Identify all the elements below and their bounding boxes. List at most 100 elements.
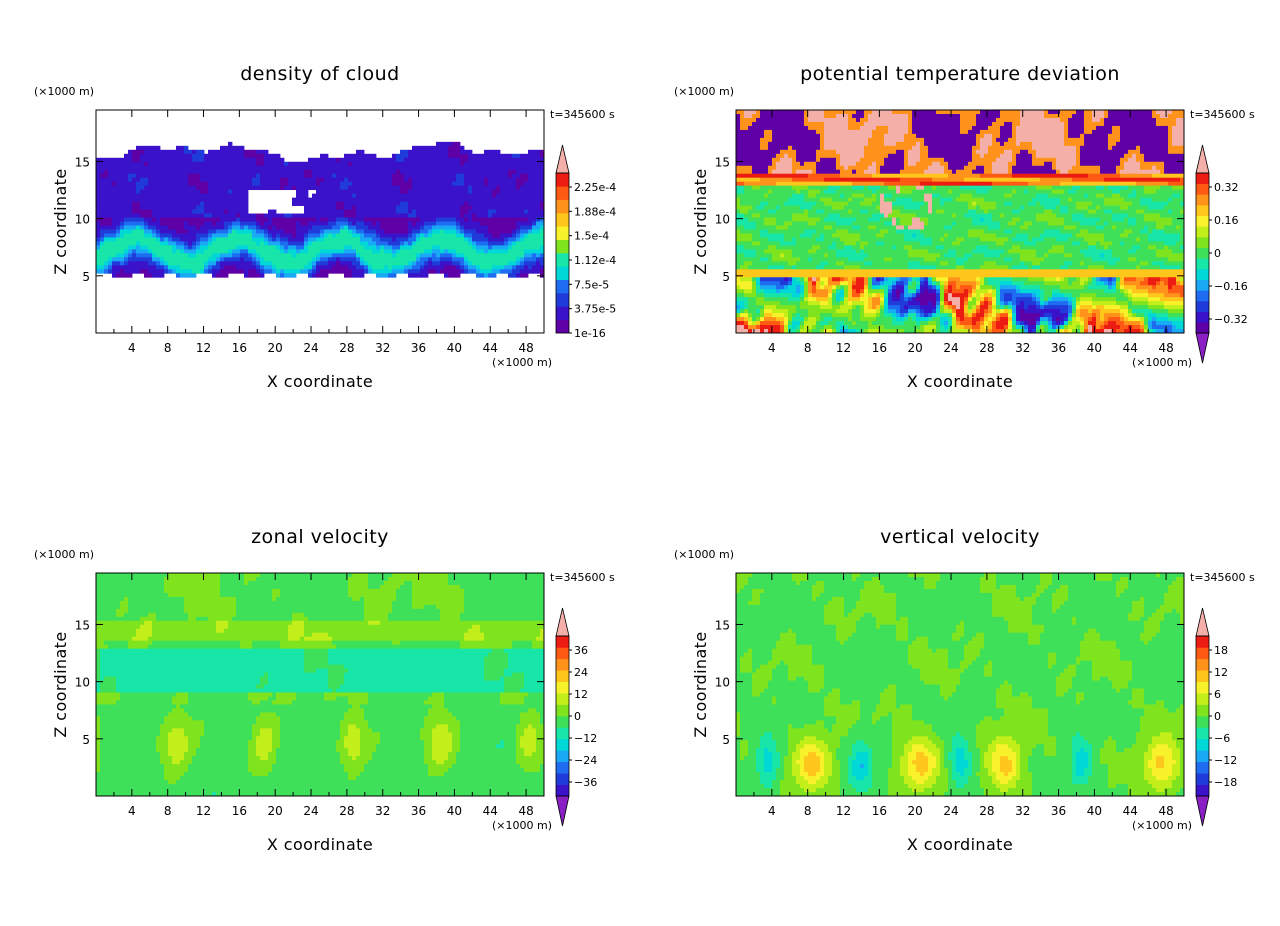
- field-cell: [536, 241, 541, 246]
- field-cell: [260, 245, 265, 250]
- field-cell: [448, 273, 453, 278]
- field-cell: [740, 113, 745, 119]
- field-cell: [448, 201, 453, 206]
- field-cell: [828, 197, 833, 202]
- field-cell: [312, 197, 317, 202]
- field-cell: [832, 217, 837, 222]
- field-cell: [408, 237, 413, 242]
- field-cell: [480, 205, 485, 210]
- field-cell: [508, 249, 513, 254]
- field-cell: [284, 217, 289, 222]
- field-cell: [828, 309, 833, 314]
- field-cell: [168, 261, 173, 266]
- field-cell: [804, 141, 809, 147]
- field-cell: [808, 141, 813, 147]
- field-cell: [536, 225, 541, 230]
- field-cell: [744, 265, 749, 270]
- field-cell: [472, 153, 477, 159]
- field-cell: [768, 317, 773, 322]
- field-cell: [220, 185, 225, 191]
- field-cell: [188, 253, 193, 258]
- field-cell: [324, 269, 329, 274]
- field-cell: [756, 281, 761, 286]
- field-cell: [476, 193, 481, 199]
- field-cell: [484, 193, 489, 199]
- field-cell: [764, 125, 769, 131]
- field-cell: [416, 257, 421, 262]
- field-cell: [500, 193, 505, 199]
- field-cell: [244, 273, 249, 278]
- field-cell: [780, 161, 785, 167]
- field-cell: [816, 229, 821, 234]
- field-cell: [764, 165, 769, 171]
- field-cell: [268, 213, 273, 218]
- field-cell: [536, 197, 541, 202]
- field-cell: [756, 197, 761, 202]
- field-cell: [820, 141, 825, 147]
- field-cell: [248, 173, 253, 179]
- field-cell: [748, 297, 753, 302]
- field-cell: [428, 241, 433, 246]
- field-cell: [744, 217, 749, 222]
- field-cell: [156, 261, 161, 266]
- field-cell: [240, 257, 245, 262]
- field-cell: [384, 257, 389, 262]
- field-cell: [800, 121, 805, 127]
- field-cell: [760, 125, 765, 131]
- field-cell: [472, 189, 477, 195]
- field-cell: [284, 173, 289, 179]
- field-cell: [296, 221, 301, 226]
- field-cell: [224, 213, 229, 218]
- field-cell: [108, 225, 113, 230]
- field-cell: [288, 253, 293, 258]
- field-cell: [384, 225, 389, 230]
- x-tick-label: 20: [268, 341, 283, 355]
- field-cell: [244, 177, 249, 183]
- field-cell: [168, 197, 173, 202]
- field-cell: [740, 325, 745, 330]
- field-cell: [364, 165, 369, 171]
- field-cell: [808, 217, 813, 222]
- field-cell: [100, 269, 105, 274]
- field-cell: [204, 233, 209, 238]
- field-cell: [452, 169, 457, 175]
- field-cell: [788, 133, 793, 139]
- field-cell: [808, 110, 813, 115]
- field-cell: [104, 269, 109, 274]
- field-cell: [224, 237, 229, 242]
- field-cell: [360, 273, 365, 278]
- field-cell: [180, 197, 185, 202]
- field-cell: [828, 305, 833, 310]
- field-cell: [740, 329, 745, 334]
- field-cell: [348, 273, 353, 278]
- field-cell: [484, 241, 489, 246]
- field-cell: [156, 269, 161, 274]
- field-cell: [760, 161, 765, 167]
- field-cell: [364, 257, 369, 262]
- field-cell: [492, 181, 497, 187]
- field-cell: [744, 125, 749, 131]
- field-cell: [500, 169, 505, 175]
- field-cell: [508, 269, 513, 274]
- field-cell: [504, 229, 509, 234]
- field-cell: [132, 265, 137, 270]
- field-cell: [308, 165, 313, 171]
- field-cell: [256, 169, 261, 175]
- field-cell: [380, 237, 385, 242]
- field-cell: [508, 181, 513, 187]
- field-cell: [480, 173, 485, 179]
- field-cell: [836, 113, 841, 119]
- field-cell: [756, 201, 761, 206]
- field-cell: [452, 165, 457, 171]
- field-cell: [744, 325, 749, 330]
- field-cell: [296, 173, 301, 179]
- field-cell: [788, 241, 793, 246]
- field-cell: [500, 197, 505, 202]
- field-cell: [292, 213, 297, 218]
- field-cell: [192, 273, 197, 278]
- field-cell: [96, 177, 101, 183]
- field-cell: [800, 321, 805, 326]
- field-cell: [416, 269, 421, 274]
- field-cell: [104, 185, 109, 191]
- field-cell: [432, 249, 437, 254]
